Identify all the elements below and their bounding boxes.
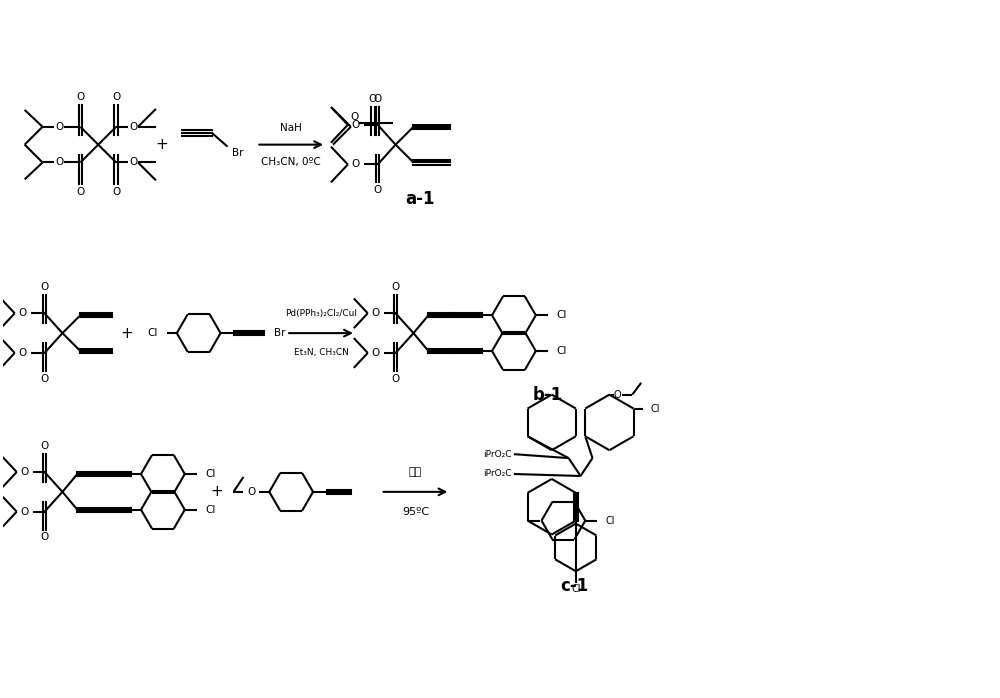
Text: Cl: Cl [206, 469, 216, 479]
Text: O: O [369, 94, 377, 104]
Text: O: O [129, 121, 137, 132]
Text: Cl: Cl [147, 328, 157, 338]
Text: O: O [21, 467, 29, 477]
Text: O: O [372, 348, 380, 358]
Text: Et₃N, CH₃CN: Et₃N, CH₃CN [294, 348, 348, 357]
Text: O: O [55, 158, 64, 168]
Text: 甲苯: 甲苯 [409, 467, 422, 477]
Text: 95ºC: 95ºC [402, 507, 429, 517]
Text: O: O [112, 92, 120, 102]
Text: O: O [76, 187, 84, 198]
Text: O: O [352, 159, 360, 170]
Text: O: O [391, 283, 400, 292]
Text: O: O [129, 158, 137, 168]
Text: b-1: b-1 [533, 385, 563, 403]
Text: a-1: a-1 [406, 190, 435, 208]
Text: O: O [391, 373, 400, 384]
Text: Cl: Cl [605, 516, 615, 526]
Text: O: O [40, 283, 49, 292]
Text: Cl: Cl [571, 584, 581, 594]
Text: Cl: Cl [650, 403, 660, 413]
Text: O: O [614, 389, 621, 400]
Text: Cl: Cl [557, 311, 567, 320]
Text: Br: Br [232, 147, 243, 158]
Text: +: + [156, 137, 168, 152]
Text: Cl: Cl [206, 505, 216, 514]
Text: O: O [372, 309, 380, 318]
Text: O: O [40, 533, 49, 542]
Text: O: O [76, 92, 84, 102]
Text: Pd(PPh₃)₂Cl₂/CuI: Pd(PPh₃)₂Cl₂/CuI [285, 309, 357, 318]
Text: O: O [19, 348, 27, 358]
Text: O: O [112, 187, 120, 198]
Text: O: O [40, 441, 49, 451]
Text: O: O [374, 185, 382, 195]
Text: O: O [247, 487, 256, 497]
Text: CH₃CN, 0ºC: CH₃CN, 0ºC [261, 156, 321, 167]
Text: NaH: NaH [280, 123, 302, 133]
Text: O: O [40, 373, 49, 384]
Text: O: O [55, 121, 64, 132]
Text: iPrO₂C: iPrO₂C [483, 470, 512, 479]
Text: O: O [374, 94, 382, 104]
Text: c-1: c-1 [560, 577, 589, 595]
Text: +: + [210, 484, 223, 499]
Text: Cl: Cl [557, 346, 567, 356]
Text: Br: Br [274, 328, 286, 338]
Text: O: O [21, 507, 29, 517]
Text: O: O [19, 309, 27, 318]
Text: iPrO₂C: iPrO₂C [483, 450, 512, 459]
Text: +: + [121, 326, 133, 341]
Text: O: O [352, 120, 360, 130]
Text: O: O [351, 112, 359, 122]
